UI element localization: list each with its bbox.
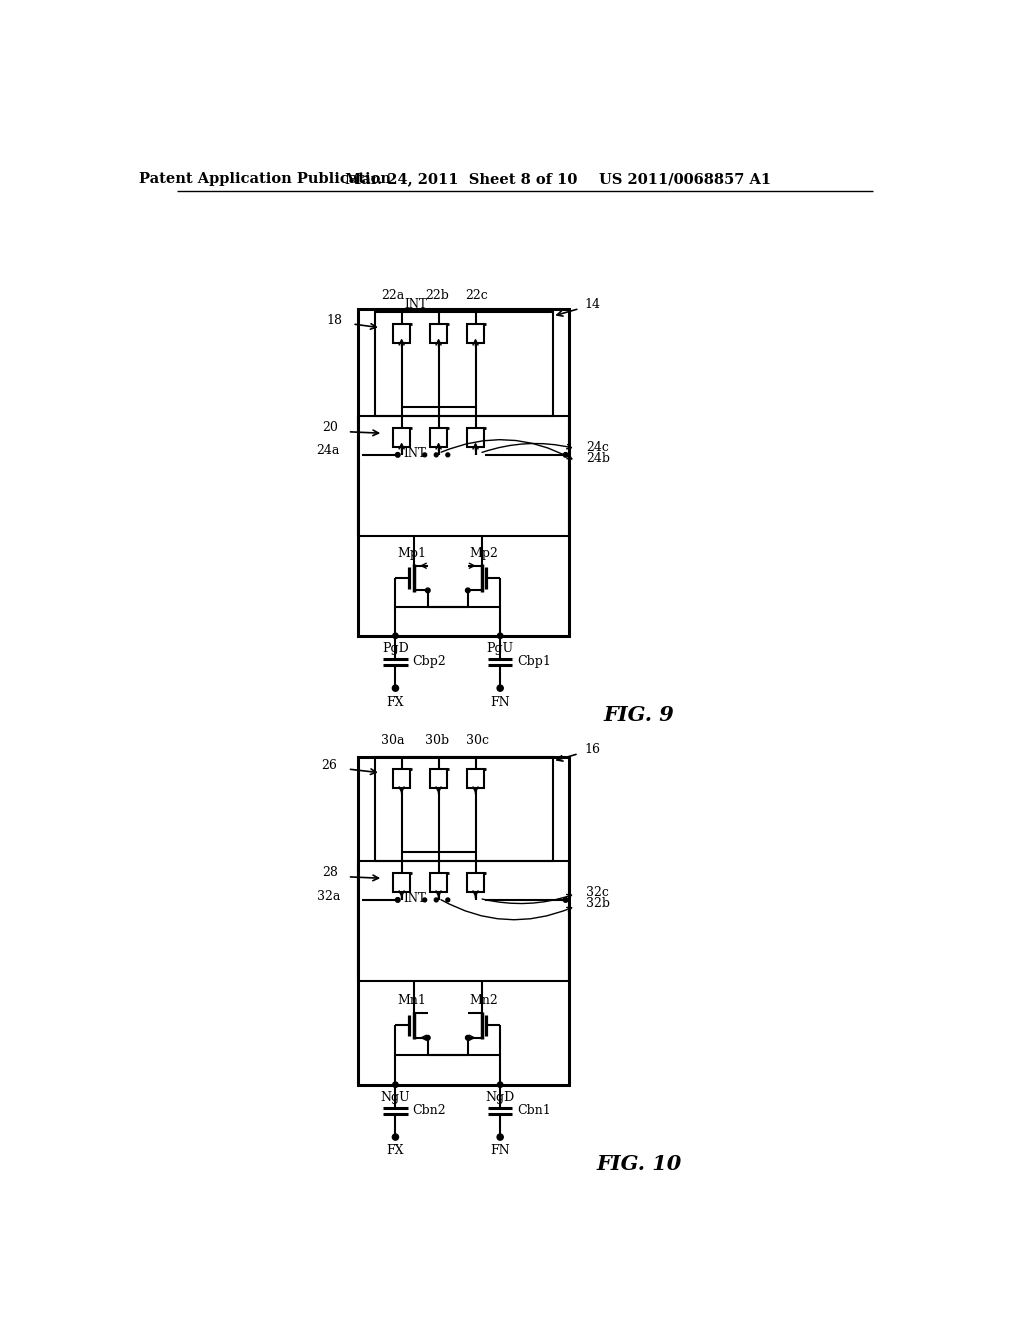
Circle shape: [392, 1134, 398, 1140]
Circle shape: [497, 685, 503, 692]
Bar: [467, 770, 484, 788]
Text: 24c: 24c: [587, 441, 609, 454]
Circle shape: [563, 898, 568, 903]
Circle shape: [466, 589, 470, 593]
Circle shape: [395, 898, 400, 903]
Text: US 2011/0068857 A1: US 2011/0068857 A1: [599, 172, 771, 186]
Text: Mn1: Mn1: [397, 994, 426, 1007]
Text: 28: 28: [323, 866, 339, 879]
Text: NgU: NgU: [381, 1090, 411, 1104]
Text: Patent Application Publication: Patent Application Publication: [139, 172, 391, 186]
Bar: [393, 770, 410, 788]
Text: 22b: 22b: [425, 289, 449, 302]
Text: Mp2: Mp2: [470, 546, 499, 560]
Text: 30b: 30b: [425, 734, 450, 747]
Circle shape: [445, 453, 450, 457]
Text: 24a: 24a: [316, 445, 340, 458]
Bar: [393, 428, 410, 447]
Text: Cbp2: Cbp2: [413, 656, 446, 668]
Text: 24b: 24b: [587, 453, 610, 465]
Bar: [467, 323, 484, 343]
Text: Mar. 24, 2011  Sheet 8 of 10: Mar. 24, 2011 Sheet 8 of 10: [345, 172, 578, 186]
Text: Mn2: Mn2: [470, 994, 499, 1007]
Circle shape: [393, 634, 398, 639]
Text: Cbn2: Cbn2: [413, 1105, 446, 1118]
Text: FN: FN: [490, 1144, 510, 1158]
Bar: [430, 770, 447, 788]
Bar: [393, 323, 410, 343]
Text: 18: 18: [327, 314, 342, 326]
Text: INT: INT: [403, 446, 426, 459]
Text: 16: 16: [585, 743, 601, 756]
Circle shape: [393, 1082, 398, 1088]
Text: 32a: 32a: [316, 890, 340, 903]
Circle shape: [497, 1134, 503, 1140]
Text: NgD: NgD: [485, 1090, 515, 1104]
Text: 30c: 30c: [466, 734, 488, 747]
Circle shape: [445, 898, 450, 902]
Circle shape: [423, 898, 427, 902]
Text: 32b: 32b: [587, 898, 610, 911]
Circle shape: [392, 685, 398, 692]
Text: 26: 26: [322, 759, 337, 772]
Text: FX: FX: [387, 696, 404, 709]
Text: PgU: PgU: [486, 642, 514, 655]
Text: Mp1: Mp1: [397, 546, 426, 560]
Text: FX: FX: [387, 1144, 404, 1158]
Circle shape: [563, 453, 568, 457]
Circle shape: [466, 1035, 470, 1040]
Text: FIG. 9: FIG. 9: [603, 705, 674, 725]
Bar: [393, 873, 410, 892]
Circle shape: [395, 453, 400, 457]
Text: Cbp1: Cbp1: [517, 656, 551, 668]
Text: PgD: PgD: [382, 642, 409, 655]
Circle shape: [425, 589, 430, 593]
Text: INT: INT: [404, 298, 428, 312]
Bar: [430, 323, 447, 343]
Bar: [357, 862, 569, 981]
Bar: [357, 416, 569, 536]
Text: Cbn1: Cbn1: [517, 1105, 551, 1118]
Text: INT: INT: [403, 892, 426, 906]
Circle shape: [498, 1082, 503, 1088]
Circle shape: [498, 634, 503, 639]
Text: 30a: 30a: [381, 734, 404, 747]
Text: 20: 20: [323, 421, 339, 434]
Circle shape: [425, 1035, 430, 1040]
Circle shape: [434, 453, 438, 457]
Bar: [467, 428, 484, 447]
Bar: [357, 758, 569, 1085]
Text: 14: 14: [585, 298, 601, 312]
Text: 22c: 22c: [466, 289, 488, 302]
Bar: [357, 309, 569, 636]
Text: 22a: 22a: [381, 289, 404, 302]
Bar: [376, 758, 553, 862]
Text: 32c: 32c: [587, 886, 609, 899]
Bar: [430, 873, 447, 892]
Text: FIG. 10: FIG. 10: [596, 1154, 681, 1173]
Bar: [376, 313, 553, 416]
Circle shape: [423, 453, 427, 457]
Text: FN: FN: [490, 696, 510, 709]
Bar: [467, 873, 484, 892]
Circle shape: [434, 898, 438, 902]
Bar: [430, 428, 447, 447]
